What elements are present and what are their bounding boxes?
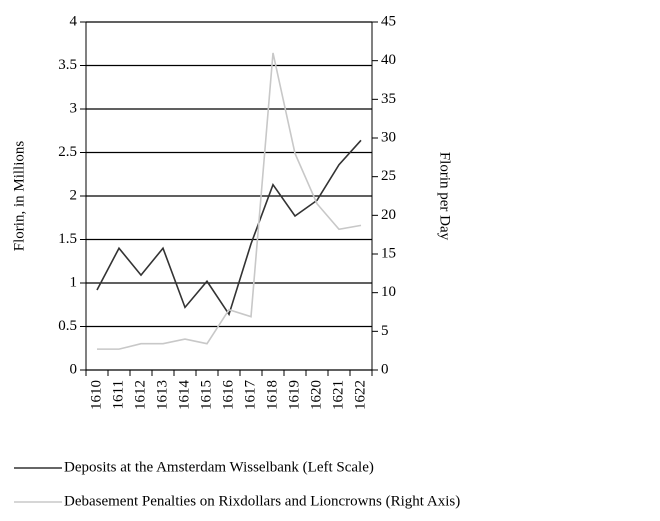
- x-tick-label: 1610: [88, 380, 104, 410]
- y2-tick-label: 45: [381, 13, 396, 29]
- y-tick-label: 1: [70, 274, 78, 290]
- x-tick-label: 1611: [110, 380, 126, 409]
- x-tick-label: 1616: [220, 380, 236, 411]
- x-tick-label: 1617: [242, 380, 258, 411]
- y-tick-label: 0.5: [58, 318, 77, 334]
- y-tick-label: 4: [70, 13, 78, 29]
- y-tick-label: 0: [70, 361, 78, 377]
- y2-tick-label: 35: [381, 91, 396, 107]
- y2-tick-label: 30: [381, 129, 396, 145]
- y2-tick-label: 0: [381, 361, 389, 377]
- x-tick-label: 1619: [286, 380, 302, 410]
- y2-axis-label: Florin per Day: [437, 152, 453, 241]
- y-tick-label: 1.5: [58, 231, 77, 247]
- y-tick-label: 3: [70, 100, 78, 116]
- y-axis-label: Florin, in Millions: [11, 141, 27, 252]
- x-tick-label: 1613: [154, 380, 170, 410]
- y2-tick-label: 25: [381, 168, 396, 184]
- x-tick-label: 1612: [132, 380, 148, 410]
- y2-tick-label: 40: [381, 52, 396, 68]
- x-tick-label: 1614: [176, 380, 192, 411]
- y2-tick-label: 10: [381, 284, 396, 300]
- line-series: [96, 139, 362, 317]
- y2-tick-label: 5: [381, 323, 389, 339]
- x-tick-label: 1620: [308, 380, 324, 410]
- x-tick-label: 1622: [352, 380, 368, 410]
- y2-tick-label: 20: [381, 207, 396, 223]
- y-tick-label: 3.5: [58, 57, 77, 73]
- line-series: [97, 52, 362, 350]
- legend-label: Debasement Penalties on Rixdollars and L…: [64, 493, 460, 509]
- y-tick-label: 2: [70, 187, 78, 203]
- y-tick-label: 2.5: [58, 144, 77, 160]
- y2-tick-label: 15: [381, 245, 396, 261]
- legend-label: Deposits at the Amsterdam Wisselbank (Le…: [64, 459, 374, 475]
- x-tick-label: 1615: [198, 380, 214, 410]
- x-tick-label: 1618: [264, 380, 280, 410]
- x-tick-label: 1621: [330, 380, 346, 410]
